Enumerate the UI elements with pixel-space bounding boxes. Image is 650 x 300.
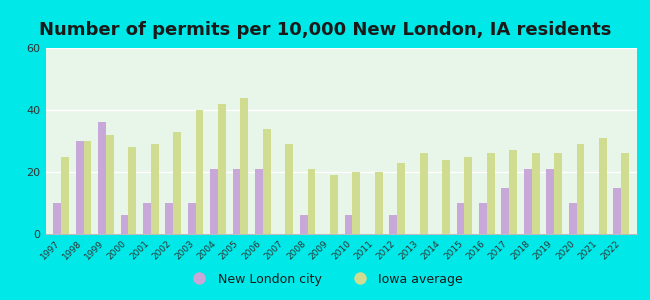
Bar: [143, 203, 151, 234]
Bar: [330, 175, 338, 234]
Bar: [501, 188, 510, 234]
Bar: [285, 144, 293, 234]
Bar: [188, 203, 196, 234]
Bar: [442, 160, 450, 234]
Bar: [554, 153, 562, 234]
Bar: [546, 169, 554, 234]
Bar: [397, 163, 405, 234]
Bar: [263, 129, 270, 234]
Bar: [577, 144, 584, 234]
Bar: [510, 150, 517, 234]
Bar: [240, 98, 248, 234]
Bar: [233, 169, 240, 234]
Bar: [465, 157, 473, 234]
Bar: [210, 169, 218, 234]
Bar: [599, 138, 606, 234]
Bar: [98, 122, 106, 234]
Bar: [352, 172, 360, 234]
Bar: [173, 132, 181, 234]
Bar: [218, 104, 226, 234]
Text: Number of permits per 10,000 New London, IA residents: Number of permits per 10,000 New London,…: [39, 21, 611, 39]
Bar: [614, 188, 621, 234]
Bar: [129, 147, 136, 234]
Bar: [420, 153, 428, 234]
Bar: [196, 110, 203, 234]
Bar: [165, 203, 173, 234]
Legend: New London city, Iowa average: New London city, Iowa average: [182, 268, 468, 291]
Bar: [151, 144, 159, 234]
Bar: [487, 153, 495, 234]
Bar: [255, 169, 263, 234]
Bar: [307, 169, 315, 234]
Bar: [532, 153, 539, 234]
Bar: [300, 215, 307, 234]
Bar: [53, 203, 61, 234]
Bar: [524, 169, 532, 234]
Bar: [621, 153, 629, 234]
Bar: [84, 141, 92, 234]
Bar: [344, 215, 352, 234]
Bar: [457, 203, 465, 234]
Bar: [106, 135, 114, 234]
Bar: [375, 172, 383, 234]
Bar: [479, 203, 487, 234]
Bar: [389, 215, 397, 234]
Bar: [120, 215, 129, 234]
Bar: [61, 157, 69, 234]
Bar: [569, 203, 577, 234]
Bar: [76, 141, 84, 234]
